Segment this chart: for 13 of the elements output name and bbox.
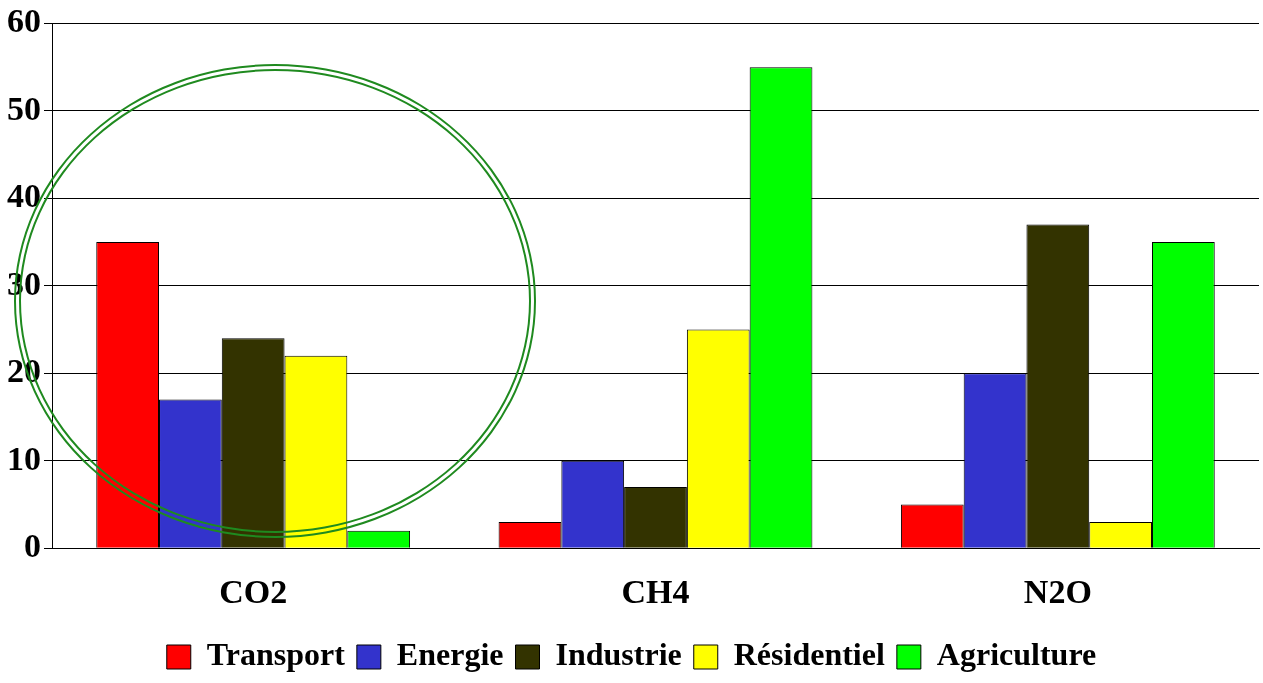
x-tick-label: CH4 — [621, 573, 690, 611]
legend-label: Résidentiel — [733, 636, 885, 673]
legend-label: Agriculture — [936, 636, 1097, 673]
y-tick-label: 10 — [7, 439, 41, 477]
legend-label: Industrie — [555, 636, 682, 673]
y-tick-label: 50 — [7, 89, 41, 127]
legend-label: Energie — [396, 636, 504, 673]
x-tick-label: N2O — [1023, 573, 1092, 611]
y-tick-label: 60 — [7, 2, 41, 40]
x-tick-label: CO2 — [219, 573, 288, 611]
y-tick-label: 0 — [24, 526, 41, 564]
legend-label: Transport — [206, 636, 346, 673]
y-tick-label: 40 — [7, 177, 41, 215]
